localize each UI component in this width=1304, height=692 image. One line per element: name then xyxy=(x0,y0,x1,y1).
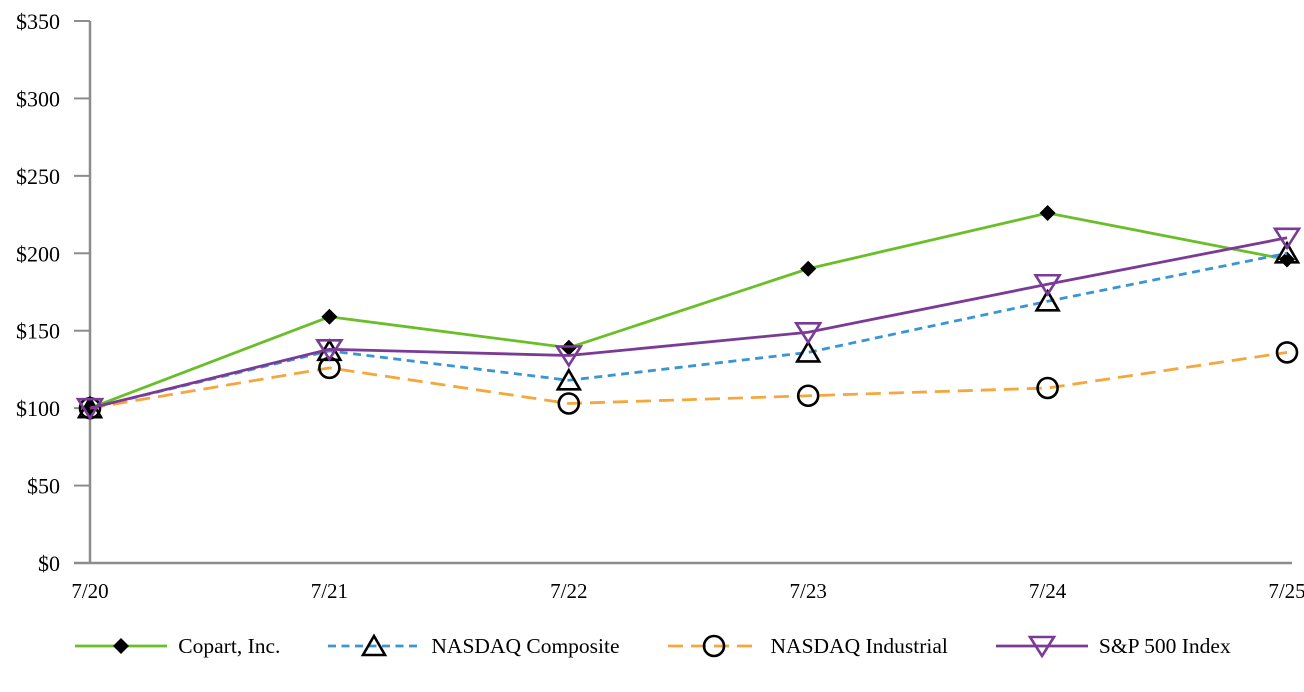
y-axis-label: $200 xyxy=(16,241,60,266)
circle-marker-icon xyxy=(796,384,820,408)
legend-label-nasdaq-composite: NASDAQ Composite xyxy=(431,633,620,658)
chart-plot-area: $0 $50 $100 $150 $200 $250 $300 $350 7/20 7/21 7/2… xyxy=(16,9,1304,603)
y-axis-label: $0 xyxy=(38,551,60,576)
diamond-marker-icon xyxy=(1039,205,1056,222)
nasdaq-composite-line-sample-icon xyxy=(328,633,421,657)
series-line-1 xyxy=(89,251,1288,410)
y-axis-label: $50 xyxy=(27,474,60,499)
triangle-down-marker-icon xyxy=(1027,635,1057,659)
x-axis-label: 7/24 xyxy=(1029,579,1067,603)
x-axis-label: 7/20 xyxy=(71,579,108,603)
triangle-down-marker-icon xyxy=(315,338,344,362)
legend-label-nasdaq-industrial: NASDAQ Industrial xyxy=(770,633,948,658)
triangle-up-marker-icon xyxy=(361,633,388,657)
sp500-line-sample-icon xyxy=(995,635,1088,659)
y-axis-label: $300 xyxy=(16,86,60,111)
x-axis-label: 7/22 xyxy=(550,579,587,603)
y-axis-label: $350 xyxy=(16,9,60,34)
triangle-down-marker-icon xyxy=(75,397,105,421)
triangle-up-marker-icon xyxy=(1273,240,1301,264)
series-line-2 xyxy=(89,351,1288,410)
series-line-0 xyxy=(89,211,1288,410)
circle-marker-icon xyxy=(557,392,581,415)
circle-marker-icon xyxy=(1036,376,1059,400)
nasdaq-industrial-line-sample-icon xyxy=(667,634,760,658)
legend-label-copart: Copart, Inc. xyxy=(178,633,281,658)
legend-item-nasdaq-industrial: NASDAQ Industrial xyxy=(666,631,948,661)
circle-marker-icon xyxy=(702,634,725,658)
y-axis-label: $250 xyxy=(16,164,60,189)
x-axis-label: 7/25 xyxy=(1268,579,1304,603)
chart-legend: Copart, Inc. NASDAQ Composite NASDAQ Ind… xyxy=(0,631,1304,661)
triangle-up-marker-icon xyxy=(555,367,583,391)
triangle-up-marker-icon xyxy=(1034,288,1061,312)
legend-label-sp500: S&P 500 Index xyxy=(1098,633,1231,658)
diamond-marker-icon xyxy=(321,308,338,325)
series-line-3 xyxy=(89,236,1288,410)
x-axis-label: 7/21 xyxy=(311,579,348,603)
triangle-down-marker-icon xyxy=(1033,273,1062,297)
y-axis-label: $150 xyxy=(16,319,60,344)
diamond-marker-icon xyxy=(113,638,130,654)
triangle-down-marker-icon xyxy=(793,321,823,345)
triangle-down-marker-icon xyxy=(1272,227,1302,251)
x-axis-label: 7/23 xyxy=(790,579,827,603)
triangle-down-marker-icon xyxy=(554,345,584,368)
legend-item-nasdaq-composite: NASDAQ Composite xyxy=(326,631,620,661)
circle-marker-icon xyxy=(1275,341,1299,364)
legend-item-copart: Copart, Inc. xyxy=(73,631,280,661)
triangle-up-marker-icon xyxy=(794,339,822,363)
y-axis-label: $100 xyxy=(16,396,60,421)
copart-line-sample-icon xyxy=(75,638,168,654)
legend-item-sp500: S&P 500 Index xyxy=(994,631,1231,661)
diamond-marker-icon xyxy=(800,260,817,277)
